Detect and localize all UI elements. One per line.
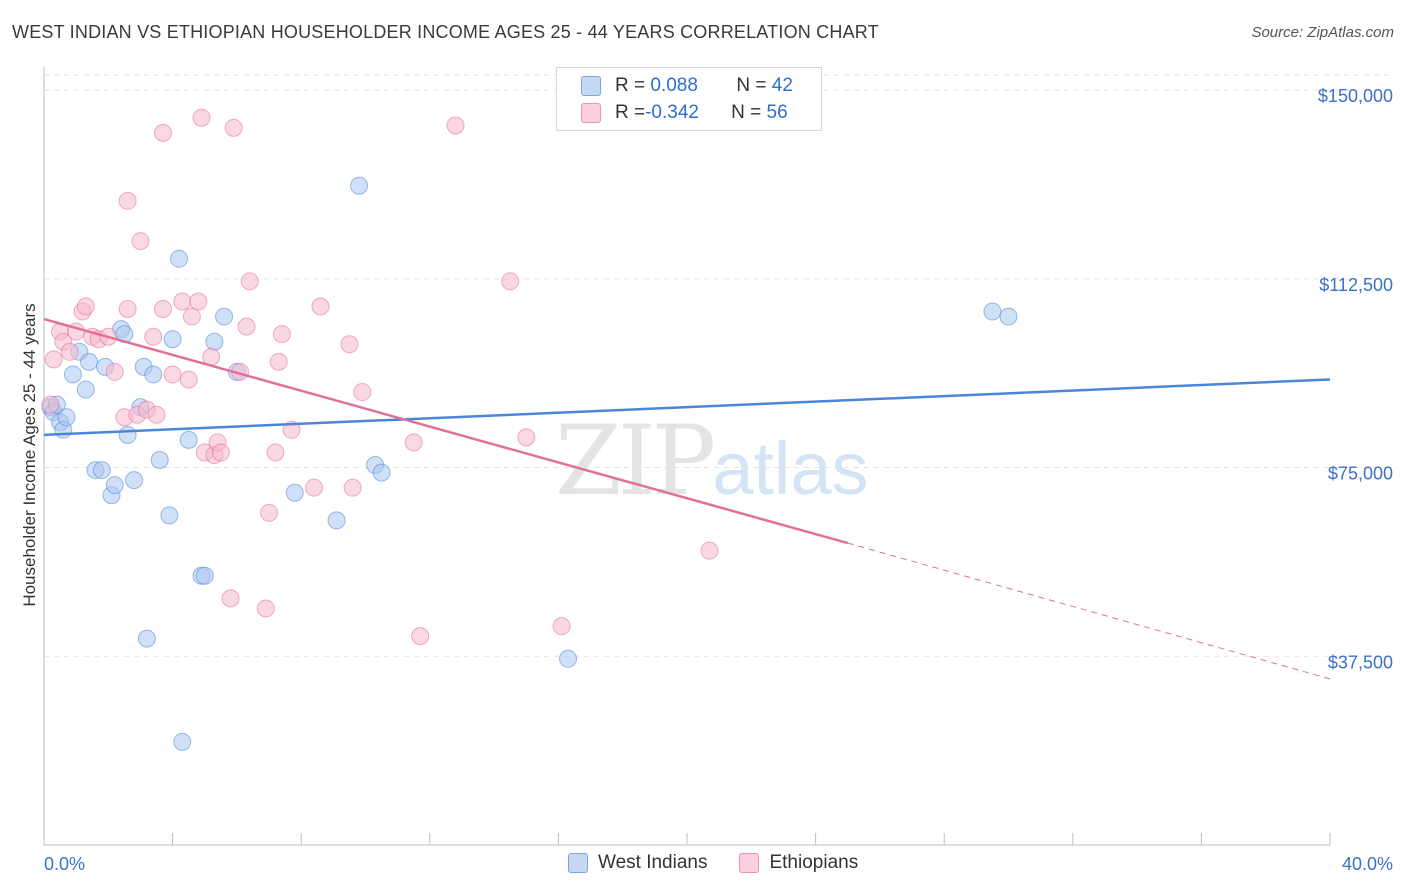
legend-r-value: -0.342: [645, 102, 699, 123]
ethiopian-point: [517, 428, 536, 447]
legend-swatch-west-indians: [581, 76, 601, 96]
west-indian-point: [327, 511, 346, 530]
legend-label-ethiopians: Ethiopians: [769, 852, 859, 873]
ethiopian-point: [266, 443, 285, 462]
ethiopian-point: [446, 116, 465, 135]
legend-r-label: R =: [615, 102, 646, 123]
ethiopian-point: [153, 300, 172, 319]
ethiopian-point: [404, 433, 423, 452]
ethiopian-point: [182, 307, 201, 326]
ethiopian-point: [240, 272, 259, 291]
west-indian-point: [559, 649, 578, 668]
west-indian-point: [144, 365, 163, 384]
ethiopian-point: [163, 365, 182, 384]
ethiopian-point: [269, 352, 288, 371]
legend-row-ethiopians: R = -0.342 N = 56: [557, 101, 788, 125]
ethiopian-point: [153, 123, 172, 142]
ethiopian-point: [260, 503, 279, 522]
west-indian-point: [983, 302, 1002, 321]
west-indian-point: [137, 629, 156, 648]
watermark-atlas: atlas: [712, 427, 869, 510]
west-indian-point: [163, 330, 182, 349]
west-indian-point: [125, 471, 144, 490]
west-indian-point: [195, 566, 214, 585]
ethiopian-point: [144, 327, 163, 346]
ethiopian-point: [60, 342, 79, 361]
ethiopian-point: [147, 405, 166, 424]
ethiopian-point: [211, 443, 230, 462]
ethiopian-point: [192, 108, 211, 127]
west-indian-point: [57, 408, 76, 427]
series-legend: West Indians Ethiopians: [568, 852, 858, 874]
legend-swatch-ethiopians: [739, 853, 760, 873]
ethiopian-point: [189, 292, 208, 311]
legend-r-value: 0.088: [650, 75, 698, 96]
ethiopian-point: [353, 383, 372, 402]
west-indian-point: [80, 352, 99, 371]
ethiopian-point: [340, 335, 359, 354]
ethiopian-point: [105, 362, 124, 381]
ethiopian-point: [501, 272, 520, 291]
west-indian-trend-line: [43, 378, 1331, 437]
stats-legend: R = 0.088 N = 42 R = -0.342 N = 56: [556, 67, 822, 131]
ethiopian-point: [118, 191, 137, 210]
ethiopian-point: [41, 395, 60, 414]
chart-title: WEST INDIAN VS ETHIOPIAN HOUSEHOLDER INC…: [12, 22, 879, 42]
source-label: Source: ZipAtlas.com: [1251, 24, 1394, 41]
west-indian-point: [205, 332, 224, 351]
ethiopian-point: [118, 300, 137, 319]
ethiopian-point: [76, 297, 95, 316]
west-indian-point: [999, 307, 1018, 326]
ethiopian-point: [44, 350, 63, 369]
ethiopian-point: [237, 317, 256, 336]
west-indian-point: [63, 365, 82, 384]
legend-swatch-ethiopians: [581, 103, 601, 123]
west-indian-point: [150, 451, 169, 469]
y-tick-label: $75,000: [1328, 464, 1393, 484]
ethiopian-point: [179, 370, 198, 389]
legend-swatch-west-indians: [568, 853, 588, 873]
y-tick-label: $37,500: [1328, 652, 1393, 672]
west-indian-point: [92, 461, 111, 480]
ethiopian-point: [343, 478, 362, 497]
ethiopian-point: [224, 118, 243, 137]
legend-n-label: N =: [736, 75, 767, 96]
west-indian-point: [76, 380, 95, 399]
ethiopian-point: [173, 292, 192, 311]
y-tick-label: $112,500: [1319, 275, 1393, 295]
west-indian-point: [173, 732, 192, 751]
ethiopian-point: [131, 232, 150, 251]
legend-n-value: 42: [771, 75, 793, 96]
ethiopian-point: [311, 297, 330, 316]
ethiopian-point: [700, 541, 719, 560]
legend-n-label: N =: [731, 102, 762, 123]
x-tick-label: 0.0%: [44, 854, 85, 874]
west-indian-point: [350, 176, 369, 195]
west-indian-point: [372, 463, 391, 482]
west-indian-point: [160, 506, 179, 525]
west-indian-point: [285, 483, 304, 502]
ethiopian-point: [272, 325, 291, 344]
west-indian-point: [179, 430, 198, 449]
west-indian-point: [118, 425, 137, 444]
west-indian-point: [215, 307, 234, 326]
ethiopian-point: [221, 589, 240, 608]
ethiopian-point: [256, 599, 275, 618]
ethiopian-trend-line-extension: [847, 542, 1331, 680]
x-tick-label: 40.0%: [1342, 854, 1393, 874]
ethiopian-point: [411, 627, 430, 646]
west-indian-point: [170, 249, 189, 268]
ethiopian-point: [552, 617, 571, 636]
legend-row-west-indians: R = 0.088 N = 42: [557, 74, 793, 98]
y-tick-label: $150,000: [1318, 86, 1393, 106]
west-indian-point: [105, 476, 124, 495]
legend-n-value: 56: [766, 102, 788, 123]
legend-r-label: R =: [615, 75, 646, 96]
ethiopian-point: [305, 478, 324, 497]
legend-label-west-indians: West Indians: [598, 852, 708, 873]
ethiopian-trend-line: [43, 317, 849, 545]
y-axis-label: Householder Income Ages 25 - 44 years: [20, 303, 39, 606]
